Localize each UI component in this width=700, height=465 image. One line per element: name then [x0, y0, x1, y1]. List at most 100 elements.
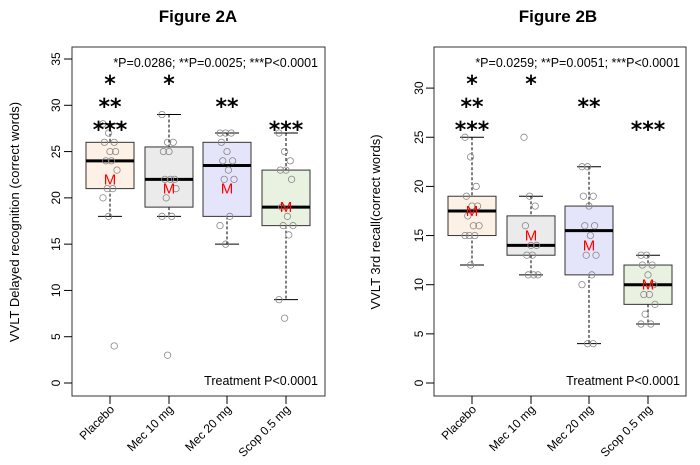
panel-a-data-point [275, 296, 283, 304]
panel-a-data-point [280, 314, 289, 322]
panel-b-data-point [637, 251, 645, 259]
panel-b-data-point [466, 153, 475, 161]
panel-b-data-point [462, 192, 470, 200]
panel-b-data-point [465, 231, 473, 240]
panel-b-data-point [589, 340, 597, 348]
panel-b-significance-mark: * [466, 72, 478, 97]
panel-b-data-point [464, 212, 472, 220]
panel-a-data-point [158, 110, 166, 119]
panel-b-box [564, 205, 614, 276]
panel-b-mean-marker: M [642, 277, 655, 294]
panel-a-data-point [220, 175, 228, 183]
panel-a-significance-mark: ** [98, 95, 122, 120]
panel-b-data-point [585, 202, 593, 210]
panel-a-data-point [217, 138, 225, 146]
panel-b-data-point [475, 222, 483, 230]
panel-b-xtick-label: Mec 10 mg [486, 402, 538, 454]
panel-b-data-point [461, 133, 469, 141]
panel-a-data-point [158, 212, 166, 220]
panel-b-data-point [590, 222, 599, 230]
panel-a-pvalues: *P=0.0286; **P=0.0025; ***P<0.0001 [113, 56, 318, 70]
panel-b-data-point [592, 251, 600, 259]
panel-a-data-point [286, 157, 294, 165]
panel-a-ytick-label: 10 [49, 283, 63, 297]
panel-a-data-point [222, 129, 230, 137]
panel-a-data-point [289, 222, 297, 230]
panel-b-significance-mark: * [525, 72, 537, 97]
panel-b-data-point [578, 281, 586, 289]
panel-b-data-point [527, 241, 535, 249]
panel-a-treatment-p: Treatment P<0.0001 [204, 374, 318, 388]
panel-a-ytick-label: 0 [49, 379, 63, 386]
panel-a-ytick-label: 35 [49, 52, 63, 66]
panel-a-mean-marker: M [104, 171, 117, 188]
panel-b-mean-marker: M [466, 203, 479, 220]
panel-b-data-point [532, 241, 541, 249]
panel-b-ytick-label: 20 [412, 179, 426, 193]
panel-b-data-point [472, 182, 480, 190]
panel-b-ytick-label: 25 [412, 130, 426, 144]
panel-a-data-point [99, 194, 107, 202]
panel-a-mean-marker: M [221, 181, 234, 198]
panel-a-data-point [103, 185, 111, 193]
panel-a-ylabel: VVLT Delayed recognition (correct words) [7, 102, 22, 342]
panel-b-data-point [521, 222, 530, 230]
panel-b-data-point [534, 271, 542, 279]
panel-a-data-point [166, 175, 174, 183]
panel-a-plot-frame [71, 46, 326, 397]
panel-b-data-point [578, 163, 586, 171]
panel-b-data-point [466, 261, 475, 269]
panel-b-data-point [644, 271, 652, 279]
panel-a-data-point [282, 166, 290, 174]
panel-a-significance-mark: * [163, 72, 175, 97]
panel-a: 0 5 10 15 20 25 30 35 Placebo M Mec 10 mg M Mec 20 m… [49, 46, 326, 460]
panel-a-data-point [227, 129, 235, 137]
panel-a-xtick-label: Scop 0.5 mg [236, 402, 294, 460]
panel-b-ytick-label: 15 [412, 229, 426, 243]
panel-a-data-point [171, 175, 179, 183]
panel-b-data-point [641, 310, 649, 318]
panel-b-data-point [524, 271, 532, 279]
panel-b-data-point [530, 271, 538, 279]
panel-b-data-point [528, 251, 537, 259]
panel-a-data-point [164, 138, 172, 146]
panel-a-box [261, 169, 311, 227]
panel-a-ytick-label: 25 [49, 145, 63, 159]
panel-a-xtick-label: Mec 10 mg [124, 402, 176, 454]
panel-b-data-point [581, 222, 589, 230]
panel-a-data-point [285, 231, 293, 239]
panel-b-data-point [651, 300, 659, 308]
panel-a-mean-marker: M [163, 181, 176, 198]
panel-b-data-point [586, 231, 595, 240]
panel-a-mean-marker: M [280, 199, 293, 216]
panel-a-data-point [112, 147, 120, 156]
panel-b-data-point [461, 231, 469, 240]
panel-b-data-point [588, 271, 596, 279]
panel-b-data-point [649, 281, 658, 289]
panel-b-treatment-p: Treatment P<0.0001 [566, 374, 680, 388]
panel-a-ytick-label: 20 [49, 191, 63, 205]
panel-a-data-point [230, 175, 238, 183]
panel-a-data-point [287, 175, 296, 183]
panel-b: 0 5 10 15 20 25 30 Placebo M Mec 10 mg M Mec 20 mg M… [412, 46, 687, 460]
panel-a-significance-mark: * [104, 72, 116, 97]
panel-a-data-point [169, 138, 177, 146]
panel-b-data-point [589, 192, 597, 200]
panel-b-data-point [579, 192, 588, 200]
panel-b-data-point [642, 251, 651, 259]
panel-b-mean-marker: M [583, 237, 596, 254]
panel-a-data-point [99, 120, 107, 128]
panel-b-plot-frame [433, 46, 687, 397]
panel-b-data-point [473, 202, 482, 210]
panel-b-data-point [638, 261, 647, 269]
panel-a-data-point [279, 222, 287, 230]
panel-a-data-point [283, 212, 291, 220]
panel-b-data-point [583, 340, 592, 348]
panel-b-data-point [471, 231, 479, 240]
panel-b-data-point [582, 251, 590, 259]
panel-a-data-point [162, 194, 170, 202]
panel-b-data-point [531, 202, 539, 210]
panel-a-data-point [107, 157, 116, 165]
panel-a-data-point [216, 129, 224, 137]
panel-b-significance-mark: *** [631, 118, 666, 143]
